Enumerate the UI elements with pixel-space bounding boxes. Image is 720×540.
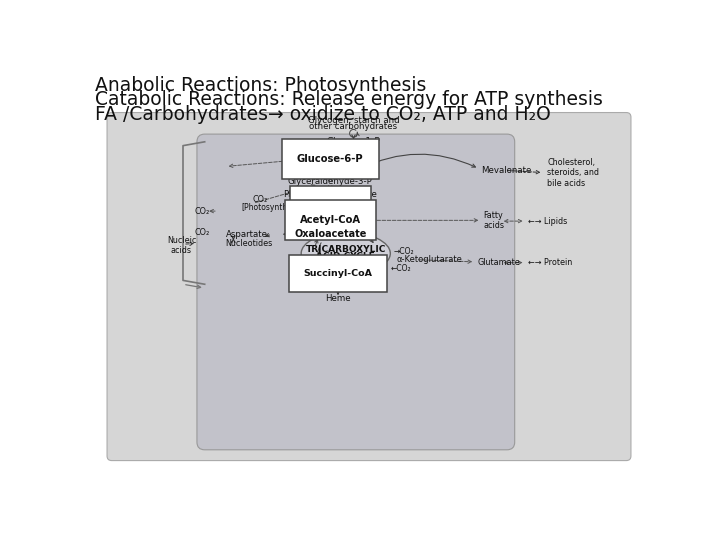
Text: Aminolevulinate: Aminolevulinate	[303, 284, 373, 293]
Text: Glucose-1-P: Glucose-1-P	[327, 137, 380, 146]
Text: TRICARBOXYLIC: TRICARBOXYLIC	[305, 245, 386, 254]
FancyBboxPatch shape	[107, 112, 631, 461]
Text: Glucose-6-P: Glucose-6-P	[297, 154, 364, 164]
Text: Acetyl-CoA: Acetyl-CoA	[300, 215, 361, 225]
Text: other carbohydrates: other carbohydrates	[310, 122, 397, 131]
Text: ACID CYCLE: ACID CYCLE	[316, 252, 375, 261]
Text: Pyruvate: Pyruvate	[305, 201, 356, 211]
Text: [Photosynthesis]: [Photosynthesis]	[241, 202, 305, 212]
Text: CO₂: CO₂	[295, 213, 311, 222]
Text: Succinyl-CoA: Succinyl-CoA	[304, 269, 372, 278]
Text: α-Ketoglutarate: α-Ketoglutarate	[396, 255, 462, 264]
Text: ←→ Lipids: ←→ Lipids	[528, 217, 567, 226]
Text: Aspartate: Aspartate	[226, 230, 269, 239]
Text: Oxaloacetate: Oxaloacetate	[294, 229, 366, 239]
Text: Catabolic Reactions: Release energy for ATP synthesis: Catabolic Reactions: Release energy for …	[94, 90, 603, 109]
Text: Mevalonate: Mevalonate	[482, 166, 532, 175]
FancyBboxPatch shape	[197, 134, 515, 450]
Text: Cholesterol,
steroids, and
bile acids: Cholesterol, steroids, and bile acids	[547, 158, 599, 187]
Text: CO₂: CO₂	[194, 228, 210, 237]
Text: ←→ Protein: ←→ Protein	[528, 258, 572, 267]
Ellipse shape	[301, 232, 390, 275]
Text: ←CO₂: ←CO₂	[391, 265, 411, 273]
Text: CO₂: CO₂	[253, 195, 268, 204]
Text: Anabolic Reactions: Photosynthesis: Anabolic Reactions: Photosynthesis	[94, 76, 426, 94]
Text: Glutamate: Glutamate	[477, 258, 521, 267]
Text: Glyceraldehyde-3-P: Glyceraldehyde-3-P	[288, 177, 373, 186]
Text: Heme: Heme	[325, 294, 351, 302]
Text: →CO₂: →CO₂	[394, 247, 415, 255]
Text: Fatty
acids: Fatty acids	[484, 211, 505, 230]
Text: FA /Carbohydrates→ oxidize to CO₂, ATP and H₂O: FA /Carbohydrates→ oxidize to CO₂, ATP a…	[94, 105, 550, 124]
Text: CO₂: CO₂	[194, 207, 210, 215]
Text: Phosphoenolpyruvate: Phosphoenolpyruvate	[283, 190, 377, 199]
Text: Nucleic
acids: Nucleic acids	[167, 236, 196, 255]
Text: Nucleotides: Nucleotides	[225, 239, 273, 248]
Text: Glycogen, starch and: Glycogen, starch and	[307, 116, 400, 125]
Text: Fructose 6-P: Fructose 6-P	[302, 166, 358, 175]
